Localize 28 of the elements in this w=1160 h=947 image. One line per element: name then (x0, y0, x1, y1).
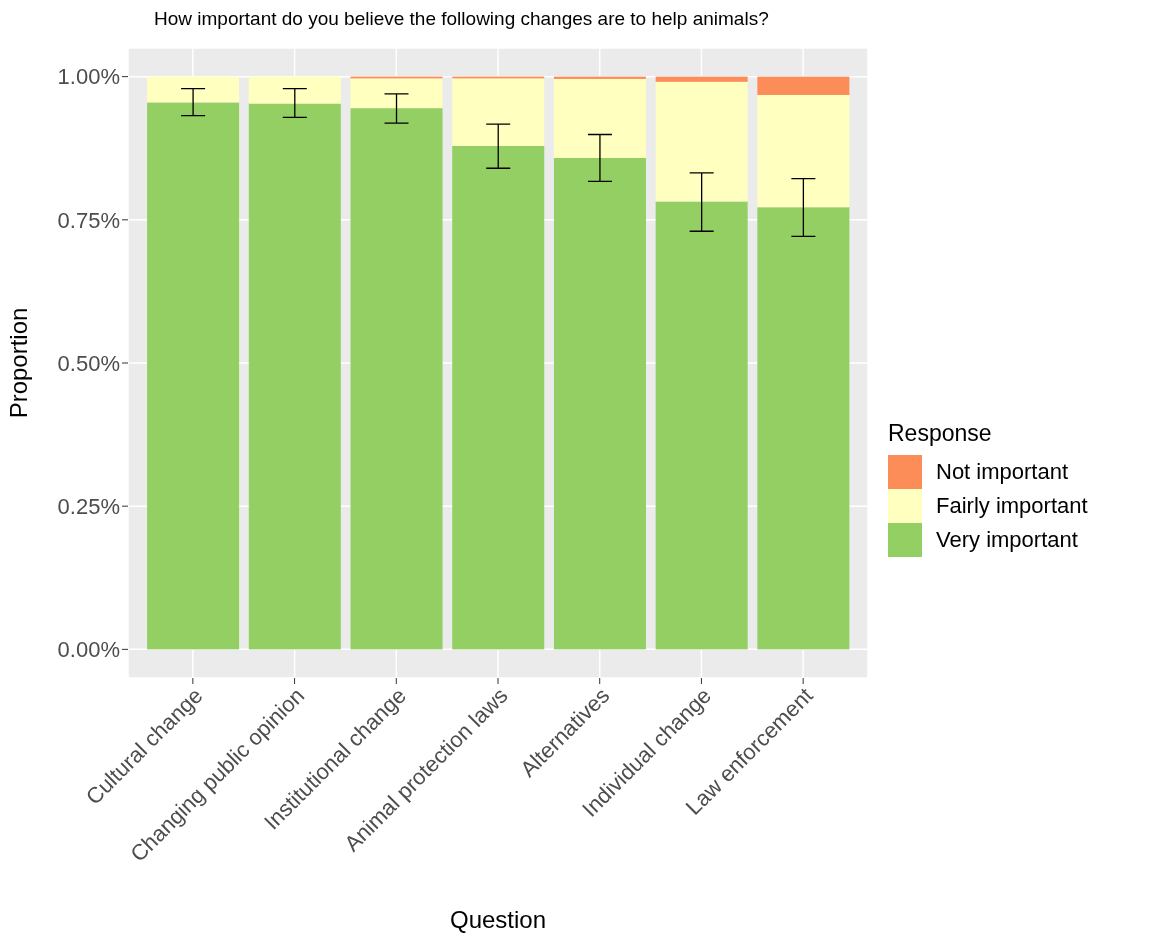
chart-title: How important do you believe the following changes are to help animals? (154, 8, 770, 31)
bar (553, 157, 646, 650)
bar (655, 76, 748, 82)
bar (757, 94, 850, 208)
bar (452, 78, 545, 146)
bar (350, 108, 443, 650)
bar (655, 81, 748, 202)
y-tick-label: 1.00% (57, 64, 120, 90)
bar (452, 145, 545, 650)
y-tick-label: 0.50% (57, 350, 120, 376)
legend-label: Not important (936, 458, 1069, 485)
y-tick-label: 0.25% (57, 493, 120, 519)
legend-label: Very important (936, 526, 1078, 553)
legend-label: Fairly important (936, 492, 1088, 519)
bar (147, 76, 240, 103)
bar (350, 78, 443, 109)
bar (757, 76, 850, 95)
bar (147, 102, 240, 650)
y-tick-label: 0.00% (57, 637, 120, 663)
y-axis-title: Proportion (4, 307, 32, 419)
bar (248, 76, 341, 104)
bar (757, 207, 850, 650)
bar (248, 103, 341, 650)
x-axis-title: Question (449, 906, 547, 933)
y-tick-label: 0.75% (57, 207, 120, 233)
bar (655, 201, 748, 650)
legend-title: Response (888, 419, 993, 447)
bar (553, 78, 646, 158)
